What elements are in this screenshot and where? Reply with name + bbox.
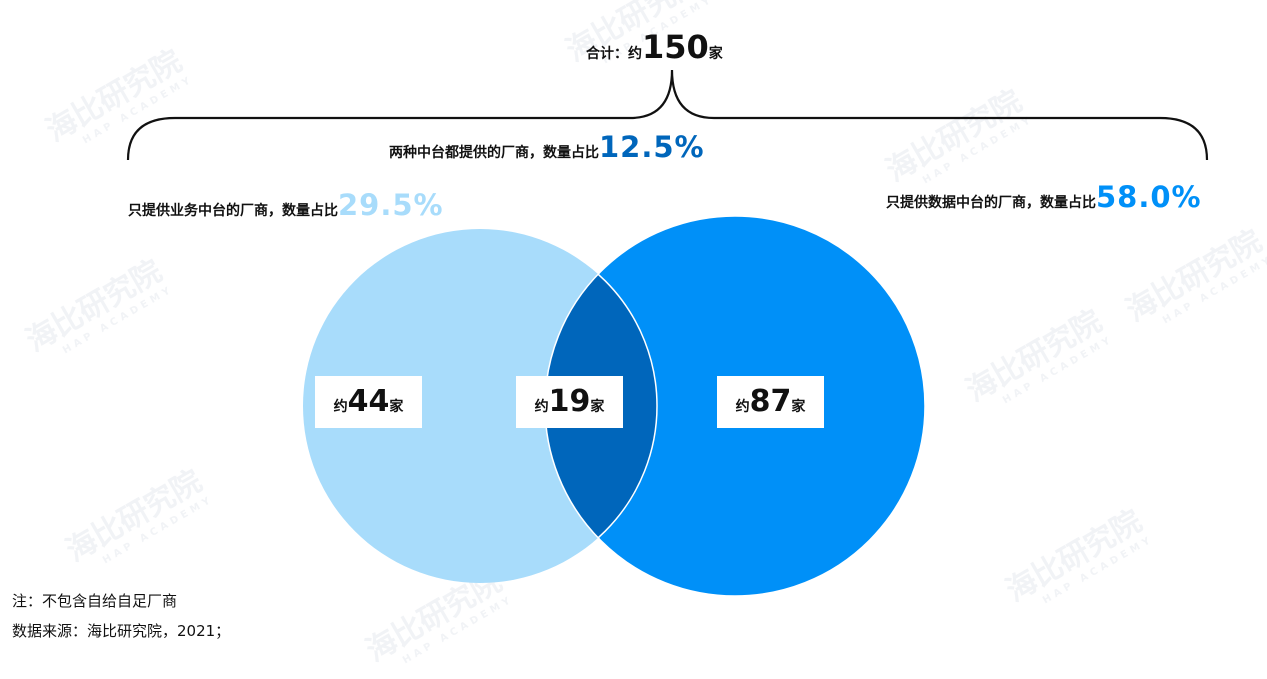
source-note: 数据来源：海比研究院，2021； [12,622,231,640]
count-business-only: 约 44 家 [315,376,422,428]
total-label: 合计：约150家 [586,28,723,66]
count-both: 约 19 家 [516,376,623,428]
label-data-only: 只提供数据中台的厂商，数量占比58.0% [886,180,1202,214]
overlap-outline [545,228,658,584]
count-data-only: 约 87 家 [717,376,824,428]
label-both: 两种中台都提供的厂商，数量占比12.5% [389,130,705,164]
footnote: 注：不包含自给自足厂商 [12,592,178,610]
venn-diagram [126,69,1209,597]
overlap-region [545,229,657,583]
total-brace [126,69,1209,161]
label-business-only: 只提供业务中台的厂商，数量占比29.5% [128,188,444,222]
